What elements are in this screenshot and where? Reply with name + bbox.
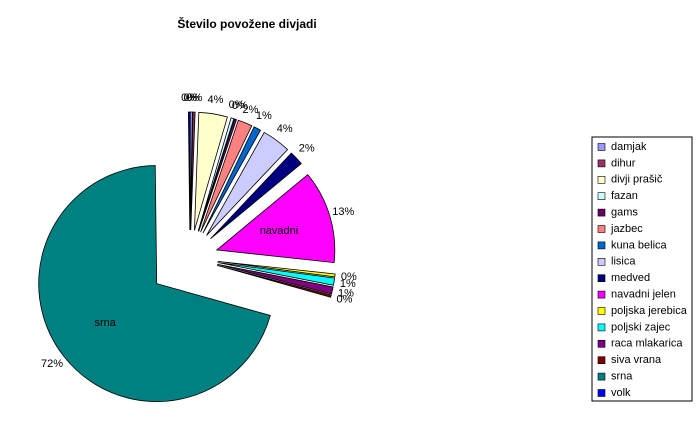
- pie-slice: [215, 174, 336, 264]
- legend-label: volk: [611, 387, 631, 399]
- legend-swatch: [597, 143, 606, 151]
- legend-swatch: [597, 159, 606, 168]
- legend-label: lisica: [611, 256, 636, 268]
- legend-label: raca mlakarica: [611, 338, 683, 350]
- legend-label: divji prašič: [611, 174, 663, 186]
- legend-label: srna: [611, 371, 633, 383]
- data-label: 4%: [277, 123, 293, 135]
- legend-swatch: [597, 274, 606, 283]
- legend-label: siva vrana: [611, 354, 662, 366]
- pie-slice: [187, 111, 191, 231]
- pie-slice: [216, 264, 332, 298]
- legend-swatch: [597, 192, 606, 200]
- data-label: 1%: [256, 110, 272, 122]
- data-label: 0%: [186, 92, 202, 104]
- legend-swatch: [597, 241, 606, 250]
- data-label: 13%: [332, 206, 354, 218]
- data-label: 72%: [41, 358, 63, 370]
- pie-slice: [217, 260, 336, 278]
- data-label: 0%: [232, 100, 248, 112]
- pie-slice: [197, 117, 235, 232]
- slice-label: navadni: [260, 225, 299, 237]
- data-label: 2%: [299, 142, 315, 154]
- pie-slice: [189, 111, 193, 231]
- legend-label: jazbec: [610, 223, 643, 235]
- data-label: 0%: [181, 92, 197, 104]
- data-label: 0%: [336, 294, 352, 306]
- data-label: 1%: [340, 278, 356, 290]
- data-label: 0%: [341, 271, 357, 283]
- pie-slice: [202, 126, 262, 234]
- legend-label: gams: [611, 207, 638, 219]
- legend-swatch: [597, 372, 606, 381]
- legend-swatch: [597, 339, 606, 348]
- data-label: 4%: [208, 94, 224, 106]
- legend-swatch: [597, 290, 606, 299]
- pie-slice: [198, 118, 237, 232]
- chart-title: Število povožene divjadi: [177, 16, 316, 31]
- data-label: 2%: [242, 104, 258, 116]
- legend-label: kuna belica: [611, 239, 668, 251]
- legend-swatch: [597, 356, 606, 365]
- legend-swatch: [597, 208, 606, 217]
- legend-swatch: [597, 307, 606, 315]
- legend-label: poljska jerebica: [611, 305, 688, 317]
- legend-label: fazan: [611, 190, 638, 202]
- data-label: 0%: [184, 92, 200, 104]
- pie-slice: [190, 111, 196, 231]
- legend-swatch: [597, 257, 606, 266]
- slice-label: srna: [95, 317, 117, 329]
- pie-slice: [210, 152, 302, 240]
- legend-label: navadni jelen: [611, 289, 676, 301]
- legend-label: medved: [611, 272, 650, 284]
- data-label: 0%: [229, 99, 245, 111]
- legend-label: dihur: [611, 157, 636, 169]
- legend-swatch: [597, 225, 606, 233]
- pie-slice: [194, 112, 228, 231]
- data-label: 1%: [338, 288, 354, 300]
- pie-slice: [38, 165, 271, 402]
- legend-label: damjak: [611, 141, 647, 153]
- pie-slice: [200, 119, 253, 233]
- pie-slice: [217, 263, 334, 295]
- legend-swatch: [597, 323, 606, 332]
- legend-box: [591, 136, 693, 402]
- legend-label: poljski zajec: [611, 321, 671, 333]
- pie-slice: [217, 262, 336, 286]
- pie-slice: [206, 131, 289, 236]
- legend-swatch: [597, 389, 606, 397]
- legend-swatch: [597, 176, 606, 184]
